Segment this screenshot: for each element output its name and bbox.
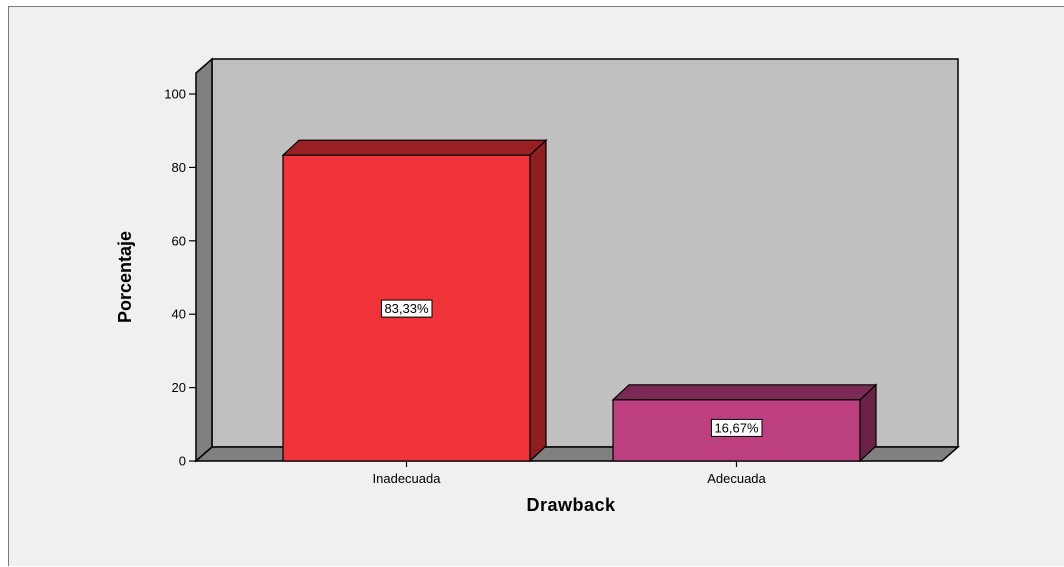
bars: 83,33% 16,67% [281, 138, 878, 463]
y-tick-label: 80 [172, 160, 186, 175]
bar-side [529, 138, 547, 463]
y-axis-title: Porcentaje [115, 231, 135, 323]
bar-data-label: 83,33% [384, 301, 429, 316]
bar-group: 83,33% [281, 138, 548, 463]
side-wall [195, 57, 213, 463]
y-axis: 0 20 40 60 80 100 [164, 87, 196, 469]
x-tick-label: Inadecuada [373, 471, 442, 486]
y-tick-label: 40 [172, 307, 186, 322]
y-tick-label: 60 [172, 233, 186, 248]
bar-group: 16,67% [611, 383, 878, 463]
bar-data-label: 16,67% [714, 420, 759, 435]
x-axis-title: Drawback [526, 495, 616, 515]
y-tick-label: 20 [172, 380, 186, 395]
bar-top [281, 139, 548, 156]
data-label-box [380, 299, 433, 318]
bar-top [611, 384, 878, 401]
chart-frame: 0 20 40 60 80 100 83,33% 16,67% Inadecuada Adec… [8, 6, 1064, 566]
x-tick-label: Adecuada [707, 471, 766, 486]
data-label-box [710, 418, 763, 437]
y-tick-label: 100 [164, 87, 186, 102]
x-axis: Inadecuada Adecuada [373, 461, 767, 486]
bar-chart: 0 20 40 60 80 100 83,33% 16,67% Inadecuada Adec… [115, 57, 960, 515]
y-tick-label: 0 [179, 454, 186, 469]
